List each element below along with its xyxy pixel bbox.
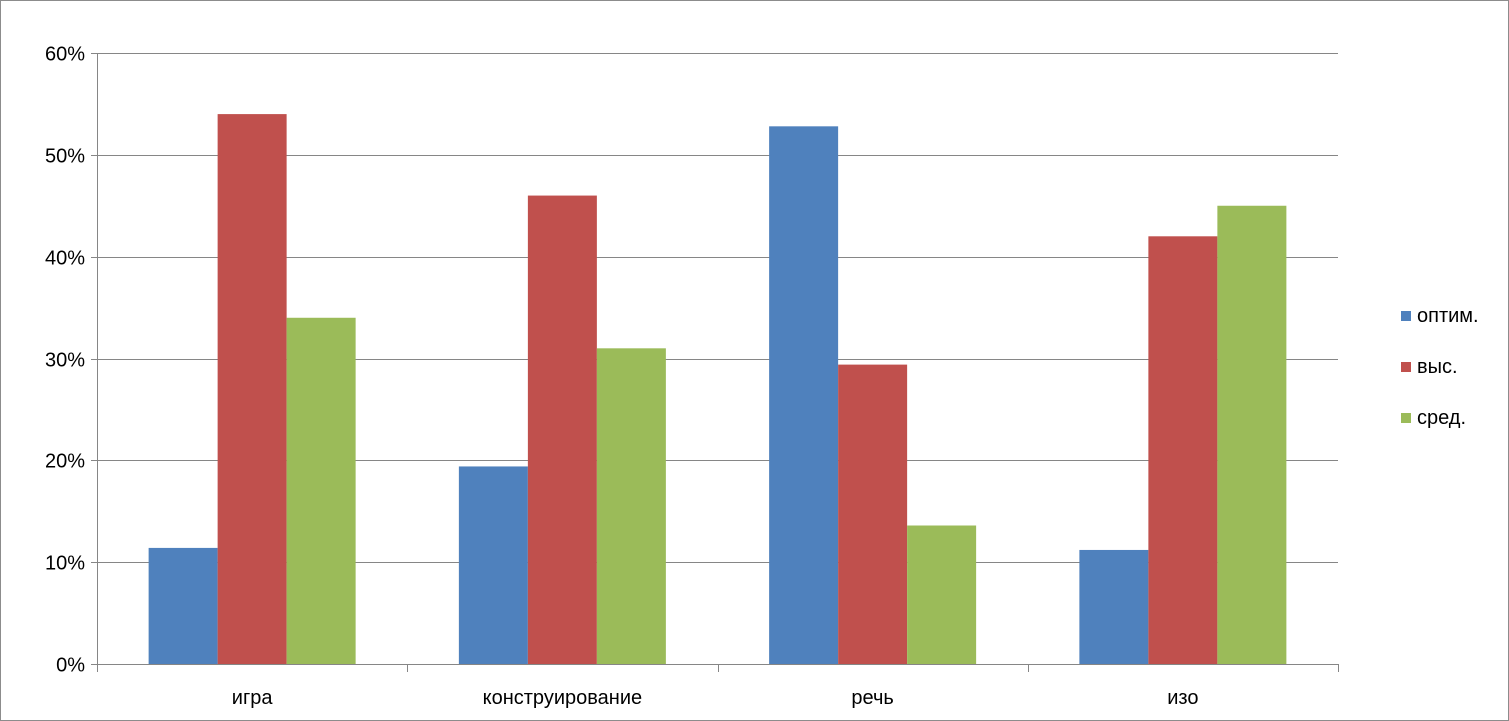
legend: оптим. выс. сред. bbox=[1401, 303, 1506, 456]
bar-optim-izo bbox=[1079, 549, 1149, 664]
bar-sred-igra bbox=[286, 317, 356, 664]
y-tick-label-1: 10% bbox=[45, 553, 85, 575]
legend-label-vys: выс. bbox=[1417, 355, 1458, 378]
y-tick-label-5: 50% bbox=[45, 146, 85, 168]
x-tick-label-izo: изо bbox=[1167, 687, 1198, 709]
bar-vys-konstruirovanie bbox=[527, 195, 597, 665]
legend-swatch-vys bbox=[1401, 362, 1411, 372]
bar-optim-igra bbox=[148, 547, 218, 664]
legend-swatch-optim bbox=[1401, 311, 1411, 321]
legend-label-sred: сред. bbox=[1417, 406, 1467, 429]
y-tick-label-0: 0% bbox=[56, 655, 85, 677]
y-tick-label-3: 30% bbox=[45, 350, 85, 372]
x-tick-label-igra: игра bbox=[232, 687, 274, 709]
bar-optim-konstruirovanie bbox=[458, 466, 528, 664]
y-tick-label-6: 60% bbox=[45, 44, 85, 66]
y-tick-label-4: 40% bbox=[45, 248, 85, 270]
x-tick-label-konstruirovanie: конструирование bbox=[483, 687, 642, 709]
legend-label-optim: оптим. bbox=[1417, 304, 1479, 327]
bar-sred-konstruirovanie bbox=[596, 348, 666, 664]
bar-vys-igra bbox=[217, 114, 287, 665]
y-tick-label-2: 20% bbox=[45, 451, 85, 473]
legend-swatch-sred bbox=[1401, 413, 1411, 423]
bar-optim-rech bbox=[769, 126, 839, 664]
bar-sred-rech bbox=[907, 525, 977, 664]
legend-item-optim: оптим. bbox=[1401, 303, 1506, 329]
legend-item-vys: выс. bbox=[1401, 354, 1506, 380]
bar-vys-rech bbox=[838, 364, 908, 664]
bar-vys-izo bbox=[1148, 236, 1218, 665]
legend-item-sred: сред. bbox=[1401, 405, 1506, 431]
x-tick-label-rech: речь bbox=[851, 687, 893, 709]
bar-sred-izo bbox=[1217, 205, 1287, 664]
